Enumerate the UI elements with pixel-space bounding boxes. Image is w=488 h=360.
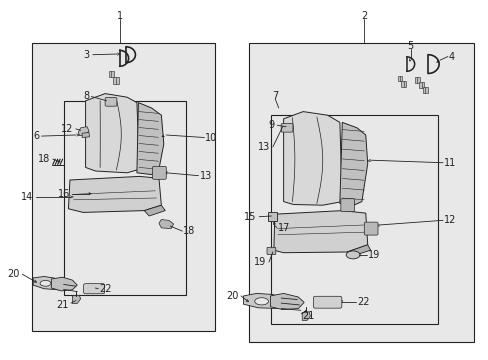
FancyBboxPatch shape [268, 212, 277, 221]
Text: 2: 2 [361, 11, 366, 21]
Text: 18: 18 [183, 226, 195, 236]
FancyBboxPatch shape [340, 199, 354, 212]
FancyBboxPatch shape [281, 123, 292, 132]
Polygon shape [82, 132, 89, 138]
Polygon shape [302, 312, 310, 320]
Text: 22: 22 [99, 284, 112, 294]
Bar [113, 77, 119, 84]
Text: 19: 19 [367, 250, 380, 260]
Polygon shape [273, 211, 367, 253]
Polygon shape [33, 276, 66, 290]
Text: 20: 20 [7, 269, 20, 279]
Text: 17: 17 [277, 222, 289, 233]
Text: 21: 21 [302, 311, 314, 321]
Text: 15: 15 [244, 212, 256, 222]
Text: 4: 4 [448, 51, 454, 62]
Text: 5: 5 [407, 41, 413, 51]
Polygon shape [270, 293, 304, 310]
Bar [108, 71, 114, 77]
Text: 3: 3 [83, 50, 89, 60]
Ellipse shape [254, 298, 268, 305]
Polygon shape [137, 103, 163, 175]
FancyBboxPatch shape [266, 247, 275, 255]
Bar [32, 43, 215, 331]
Polygon shape [68, 176, 161, 212]
Bar [271, 115, 437, 324]
Polygon shape [339, 122, 367, 206]
Ellipse shape [40, 280, 51, 286]
Polygon shape [144, 205, 165, 216]
Text: 20: 20 [226, 291, 238, 301]
Text: 6: 6 [33, 131, 39, 141]
FancyBboxPatch shape [152, 166, 166, 179]
Polygon shape [78, 127, 89, 136]
Text: 13: 13 [199, 171, 211, 181]
Polygon shape [85, 94, 139, 173]
Polygon shape [72, 295, 81, 303]
Text: 9: 9 [268, 120, 274, 130]
Text: 10: 10 [205, 132, 217, 143]
Bar [418, 82, 423, 88]
Text: 1: 1 [117, 11, 122, 21]
Text: 14: 14 [21, 192, 33, 202]
Bar [63, 101, 185, 295]
Bar [414, 77, 419, 83]
Text: 11: 11 [443, 158, 455, 168]
Text: 13: 13 [258, 142, 270, 152]
Bar [401, 81, 406, 87]
Text: 21: 21 [56, 300, 69, 310]
Ellipse shape [346, 251, 359, 259]
FancyBboxPatch shape [364, 222, 377, 235]
FancyBboxPatch shape [83, 284, 104, 294]
Polygon shape [346, 245, 370, 256]
FancyBboxPatch shape [313, 296, 341, 308]
Text: 19: 19 [254, 257, 266, 267]
Text: 18: 18 [38, 154, 50, 164]
Polygon shape [159, 220, 173, 229]
Text: 16: 16 [58, 189, 70, 199]
Bar [422, 87, 427, 93]
Text: 7: 7 [272, 91, 278, 102]
Bar [249, 43, 473, 342]
Polygon shape [243, 293, 285, 309]
FancyBboxPatch shape [105, 98, 117, 106]
Bar [397, 76, 402, 81]
Polygon shape [51, 277, 77, 291]
Text: 12: 12 [443, 215, 455, 225]
Text: 8: 8 [83, 91, 89, 102]
Text: 22: 22 [356, 297, 369, 307]
Text: 12: 12 [61, 124, 73, 134]
Polygon shape [283, 112, 342, 205]
